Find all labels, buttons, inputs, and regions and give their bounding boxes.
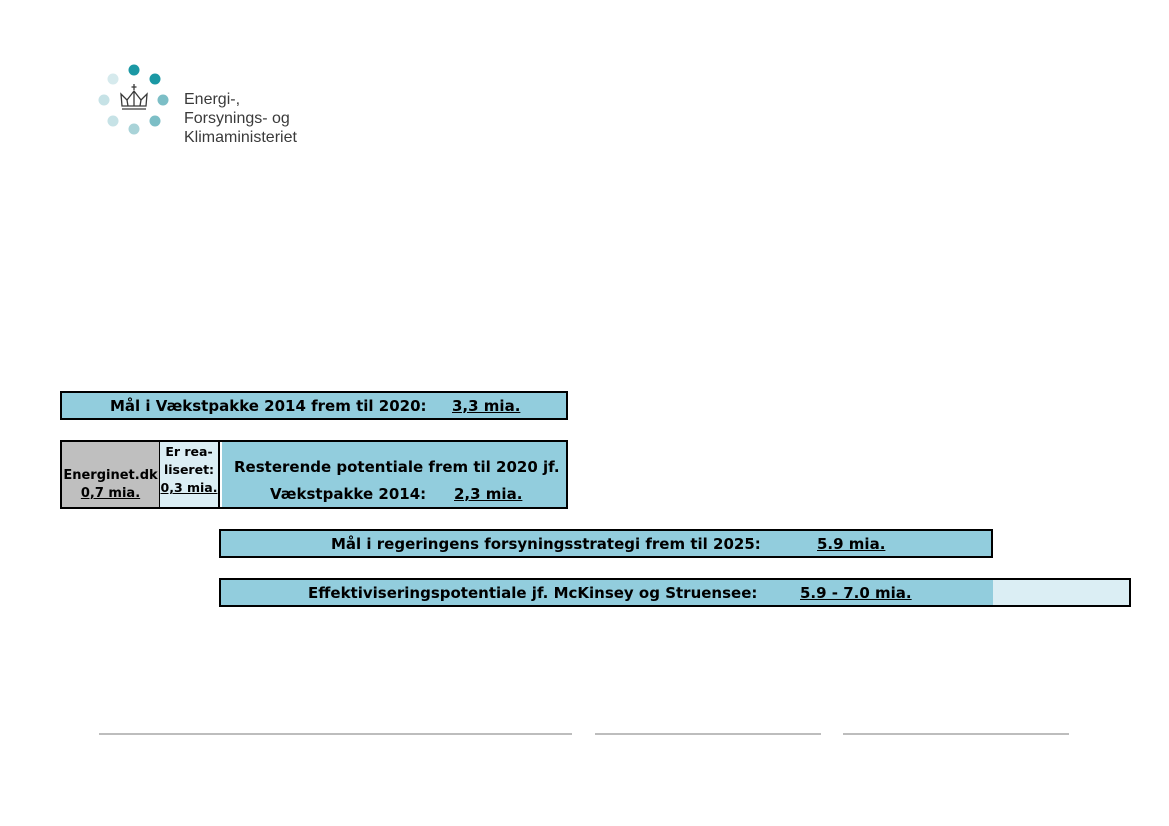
ministry-name-line-1: Energi-,	[184, 91, 241, 108]
crown-dots-icon	[98, 64, 169, 135]
realized-cell: Er rea- liseret: 0,3 mia.	[160, 442, 220, 507]
remaining-potential-value: 2,3 mia.	[454, 485, 523, 503]
footer-divider-left	[99, 733, 572, 735]
energinet-value: 0,7 mia.	[80, 486, 141, 501]
efficiency-potential-label: Effektiviseringspotentiale jf. McKinsey …	[308, 583, 758, 602]
realized-label-line-2: liseret:	[163, 462, 215, 477]
supply-strategy-2025-box: Mål i regeringens forsyningsstrategi fre…	[219, 529, 993, 558]
breakdown-box: Energinet.dk 0,7 mia. Er rea- liseret: 0…	[60, 440, 568, 509]
efficiency-potential-fill	[221, 580, 993, 605]
supply-strategy-label: Mål i regeringens forsyningsstrategi fre…	[331, 534, 761, 553]
ministry-name: Energi-, Forsynings- og Klimaministeriet	[184, 90, 297, 147]
goal-growth-package-value: 3,3 mia.	[452, 396, 521, 415]
energinet-cell: Energinet.dk 0,7 mia.	[62, 442, 160, 507]
realized-value: 0,3 mia.	[160, 480, 218, 495]
footer-divider-right	[843, 733, 1069, 735]
efficiency-potential-value: 5.9 - 7.0 mia.	[800, 583, 912, 602]
remaining-potential-label-line-2: Vækstpakke 2014:	[270, 485, 427, 503]
remaining-potential-cell: Resterende potentiale frem til 2020 jf. …	[222, 442, 566, 507]
goal-growth-package-2020-box: Mål i Vækstpakke 2014 frem til 2020: 3,3…	[60, 391, 568, 420]
goal-growth-package-label: Mål i Vækstpakke 2014 frem til 2020:	[110, 396, 427, 415]
ministry-logo: Energi-, Forsynings- og Klimaministeriet	[96, 62, 336, 158]
realized-label-line-1: Er rea-	[165, 444, 213, 459]
efficiency-potential-box: Effektiviseringspotentiale jf. McKinsey …	[219, 578, 1131, 607]
energinet-label: Energinet.dk	[63, 468, 158, 483]
ministry-name-line-3: Klimaministeriet	[184, 129, 297, 146]
supply-strategy-value: 5.9 mia.	[817, 534, 886, 553]
remaining-potential-label-line-1: Resterende potentiale frem til 2020 jf.	[234, 458, 560, 476]
footer-divider-middle	[595, 733, 821, 735]
ministry-name-line-2: Forsynings- og	[184, 110, 290, 127]
